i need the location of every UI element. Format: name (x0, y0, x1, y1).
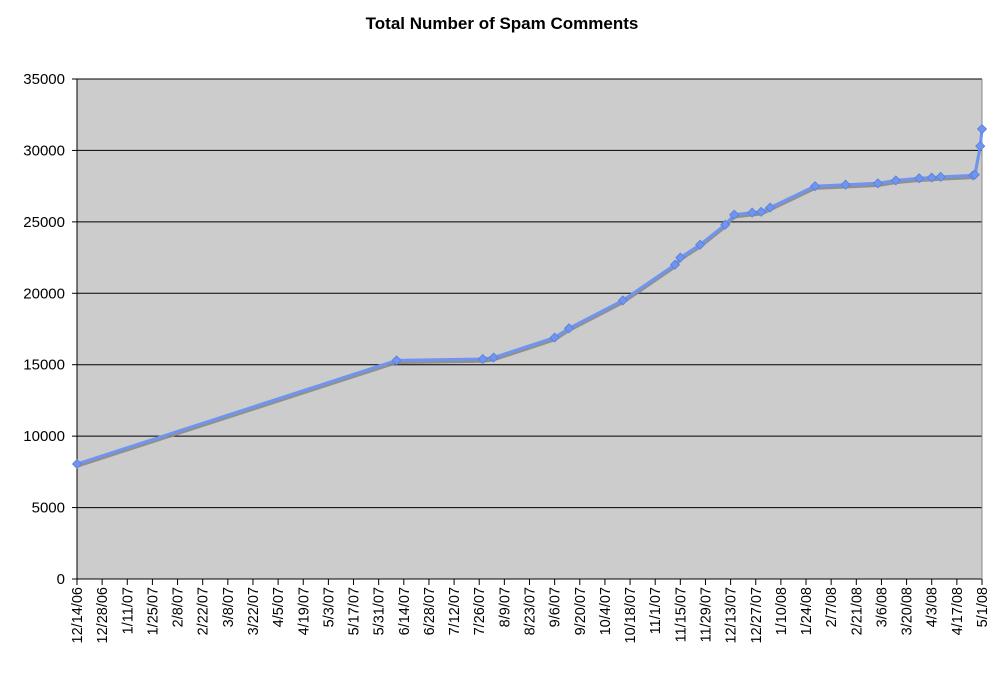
data-point (756, 206, 767, 217)
x-tick-label: 3/8/07 (221, 587, 237, 627)
y-tick-label: 0 (57, 571, 65, 588)
data-point (477, 353, 488, 365)
series-layer (71, 123, 988, 470)
y-tick-label: 25000 (23, 214, 65, 231)
data-point (969, 169, 980, 180)
x-tick-label: 1/11/07 (120, 587, 136, 634)
x-tick-label: 1/10/08 (774, 587, 790, 635)
x-tick-label: 10/4/07 (598, 587, 614, 635)
x-tick-label: 5/1/08 (975, 587, 991, 627)
data-point (747, 207, 758, 218)
x-tick-label: 4/19/07 (296, 587, 312, 635)
y-tick-label: 35000 (23, 71, 65, 88)
y-tick-label: 10000 (23, 428, 65, 445)
x-axis-ticks: 12/14/06 12/28/06 1/11/07 1/25/07 2/8/07 2/22… (70, 579, 991, 643)
x-tick-label: 2/8/07 (171, 587, 187, 627)
x-tick-label: 4/17/08 (950, 587, 966, 635)
data-point (976, 123, 988, 135)
data-point (765, 202, 776, 213)
data-point (720, 219, 731, 230)
x-tick-label: 11/15/07 (673, 587, 689, 642)
data-point (926, 172, 937, 183)
plot-area (77, 79, 982, 579)
data-point (563, 323, 575, 334)
x-tick-label: 4/3/08 (925, 587, 941, 627)
data-point (391, 355, 402, 366)
data-point (840, 179, 851, 190)
chart-title: Total Number of Spam Comments (365, 14, 639, 33)
x-tick-label: 3/22/07 (246, 587, 262, 635)
data-point (617, 295, 628, 306)
x-tick-label: 4/5/07 (271, 587, 287, 627)
x-tick-label: 8/23/07 (523, 587, 539, 635)
data-point (71, 458, 83, 470)
x-tick-label: 9/20/07 (573, 587, 589, 635)
x-tick-label: 3/20/08 (900, 587, 916, 635)
data-point (549, 332, 560, 343)
data-point (914, 173, 925, 184)
x-tick-label: 6/28/07 (422, 587, 438, 635)
y-tick-label: 20000 (23, 285, 65, 302)
data-point (809, 181, 821, 192)
gridlines (77, 78, 982, 509)
y-tick-label: 30000 (23, 142, 65, 159)
x-tick-label: 2/22/07 (196, 587, 212, 635)
x-tick-label: 11/1/07 (648, 587, 664, 634)
data-point (975, 141, 986, 152)
data-point (729, 209, 740, 220)
data-point (872, 178, 883, 189)
x-tick-label: 3/6/08 (874, 587, 890, 627)
y-tick-label: 15000 (23, 357, 65, 374)
data-point (669, 259, 681, 270)
data-point (488, 352, 499, 363)
x-tick-label: 6/14/07 (397, 587, 413, 635)
x-tick-label: 7/26/07 (472, 587, 488, 635)
x-tick-label: 5/3/07 (321, 587, 337, 627)
x-tick-label: 12/28/06 (95, 587, 111, 643)
y-tick-label: 5000 (32, 500, 65, 517)
x-tick-label: 2/7/08 (824, 587, 840, 627)
x-tick-label: 12/14/06 (70, 587, 86, 643)
x-tick-label: 5/31/07 (372, 587, 388, 635)
x-tick-label: 8/9/07 (497, 587, 513, 627)
y-axis-ticks: 0 5000 10000 15000 20000 25000 30000 35000 (23, 71, 77, 588)
x-tick-label: 2/21/08 (849, 587, 865, 635)
x-tick-label: 5/17/07 (347, 587, 363, 635)
x-tick-label: 1/24/08 (799, 587, 815, 635)
x-tick-label: 9/6/07 (548, 587, 564, 627)
x-tick-label: 7/12/07 (447, 587, 463, 635)
x-tick-label: 11/29/07 (698, 587, 714, 642)
data-point (675, 252, 686, 263)
data-point (890, 175, 901, 186)
x-tick-label: 12/13/07 (724, 587, 740, 643)
data-point (935, 171, 946, 182)
data-point (695, 239, 706, 250)
x-tick-label: 10/18/07 (623, 587, 639, 643)
x-tick-label: 1/25/07 (145, 587, 161, 635)
x-tick-label: 12/27/07 (749, 587, 765, 643)
